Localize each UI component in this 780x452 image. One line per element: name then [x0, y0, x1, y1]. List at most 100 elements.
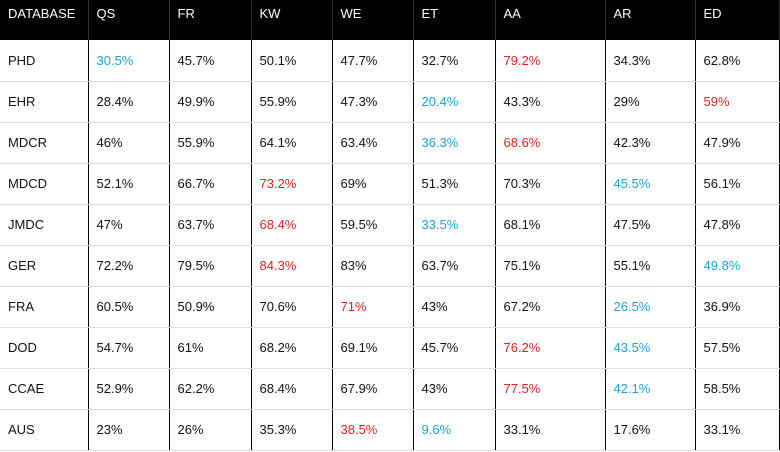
table-cell: 30.5%: [87, 40, 170, 82]
row-label: FRA: [0, 286, 89, 328]
table-cell: 33.1%: [694, 409, 780, 451]
table-cell: 50.9%: [168, 286, 252, 328]
table-cell: 69%: [331, 163, 414, 205]
table-cell: 36.9%: [694, 286, 780, 328]
table-cell: 45.7%: [168, 40, 252, 82]
table-row: PHD 30.5% 45.7% 50.1% 47.7% 32.7% 79.2% 34.3% 62…: [0, 40, 780, 82]
table-row: JMDC 47% 63.7% 68.4% 59.5% 33.5% 68.1% 47.5% 47.…: [0, 204, 780, 246]
header-cell: ED: [695, 0, 780, 40]
table-cell: 33.5%: [412, 204, 496, 246]
table-row: MDCD 52.1% 66.7% 73.2% 69% 51.3% 70.3% 45.5% 56.…: [0, 163, 780, 205]
header-row: DATABASE QS FR KW WE ET AA AR ED: [0, 0, 780, 40]
header-cell: FR: [169, 0, 252, 40]
table-cell: 35.3%: [250, 409, 333, 451]
table-cell: 70.6%: [250, 286, 333, 328]
table-cell: 70.3%: [494, 163, 606, 205]
header-cell: AA: [495, 0, 606, 40]
row-label: CCAE: [0, 368, 89, 410]
table-cell: 33.1%: [494, 409, 606, 451]
table-cell: 54.7%: [87, 327, 170, 369]
table-cell: 47.8%: [694, 204, 780, 246]
row-label: PHD: [0, 40, 89, 82]
table-row: EHR 28.4% 49.9% 55.9% 47.3% 20.4% 43.3% 29% 59%: [0, 81, 780, 123]
table-cell: 47.7%: [331, 40, 414, 82]
table-row: CCAE 52.9% 62.2% 68.4% 67.9% 43% 77.5% 42.1% 58.…: [0, 368, 780, 410]
table-cell: 75.1%: [494, 245, 606, 287]
table-cell: 62.8%: [694, 40, 780, 82]
table-cell: 62.2%: [168, 368, 252, 410]
table-cell: 77.5%: [494, 368, 606, 410]
table-cell: 55.1%: [604, 245, 696, 287]
table-cell: 59.5%: [331, 204, 414, 246]
header-cell: AR: [605, 0, 696, 40]
table-cell: 47.3%: [331, 81, 414, 123]
table-cell: 73.2%: [250, 163, 333, 205]
table-cell: 66.7%: [168, 163, 252, 205]
table-cell: 43.5%: [604, 327, 696, 369]
table-cell: 57.5%: [694, 327, 780, 369]
table-cell: 9.6%: [412, 409, 496, 451]
table-cell: 42.1%: [604, 368, 696, 410]
table-cell: 42.3%: [604, 122, 696, 164]
row-label: GER: [0, 245, 89, 287]
table-cell: 52.9%: [87, 368, 170, 410]
table-cell: 47.9%: [694, 122, 780, 164]
table-cell: 49.8%: [694, 245, 780, 287]
table-cell: 34.3%: [604, 40, 696, 82]
table-row: AUS 23% 26% 35.3% 38.5% 9.6% 33.1% 17.6% 33.1%: [0, 409, 780, 451]
table-cell: 26%: [168, 409, 252, 451]
table-cell: 43.3%: [494, 81, 606, 123]
table-cell: 49.9%: [168, 81, 252, 123]
table-cell: 23%: [87, 409, 170, 451]
table-cell: 68.4%: [250, 204, 333, 246]
table-cell: 17.6%: [604, 409, 696, 451]
table-cell: 68.2%: [250, 327, 333, 369]
row-label: JMDC: [0, 204, 89, 246]
row-label: MDCR: [0, 122, 89, 164]
table-cell: 28.4%: [87, 81, 170, 123]
table-row: GER 72.2% 79.5% 84.3% 83% 63.7% 75.1% 55.1% 49.8…: [0, 245, 780, 287]
row-label: EHR: [0, 81, 89, 123]
table-cell: 79.2%: [494, 40, 606, 82]
header-cell: QS: [88, 0, 170, 40]
table-cell: 36.3%: [412, 122, 496, 164]
table-cell: 67.2%: [494, 286, 606, 328]
table-cell: 64.1%: [250, 122, 333, 164]
table-cell: 72.2%: [87, 245, 170, 287]
header-cell: WE: [332, 0, 414, 40]
table-cell: 45.5%: [604, 163, 696, 205]
table-cell: 61%: [168, 327, 252, 369]
row-label: MDCD: [0, 163, 89, 205]
table-cell: 50.1%: [250, 40, 333, 82]
table-cell: 56.1%: [694, 163, 780, 205]
table-cell: 43%: [412, 368, 496, 410]
header-cell: ET: [413, 0, 496, 40]
table-cell: 76.2%: [494, 327, 606, 369]
table-cell: 20.4%: [412, 81, 496, 123]
table-cell: 55.9%: [250, 81, 333, 123]
table-cell: 69.1%: [331, 327, 414, 369]
table-cell: 60.5%: [87, 286, 170, 328]
table-cell: 47.5%: [604, 204, 696, 246]
table-row: MDCR 46% 55.9% 64.1% 63.4% 36.3% 68.6% 42.3% 47.…: [0, 122, 780, 164]
table-cell: 59%: [694, 81, 780, 123]
table-cell: 47%: [87, 204, 170, 246]
table-cell: 55.9%: [168, 122, 252, 164]
table-cell: 45.7%: [412, 327, 496, 369]
table-cell: 46%: [87, 122, 170, 164]
row-label: AUS: [0, 409, 89, 451]
table-cell: 26.5%: [604, 286, 696, 328]
header-cell: KW: [251, 0, 333, 40]
table-cell: 83%: [331, 245, 414, 287]
table-cell: 52.1%: [87, 163, 170, 205]
table-cell: 67.9%: [331, 368, 414, 410]
header-cell: DATABASE: [0, 0, 89, 40]
table-cell: 58.5%: [694, 368, 780, 410]
table-row: FRA 60.5% 50.9% 70.6% 71% 43% 67.2% 26.5% 36.9%: [0, 286, 780, 328]
table-cell: 32.7%: [412, 40, 496, 82]
table-cell: 51.3%: [412, 163, 496, 205]
row-label: DOD: [0, 327, 89, 369]
table-cell: 63.7%: [412, 245, 496, 287]
